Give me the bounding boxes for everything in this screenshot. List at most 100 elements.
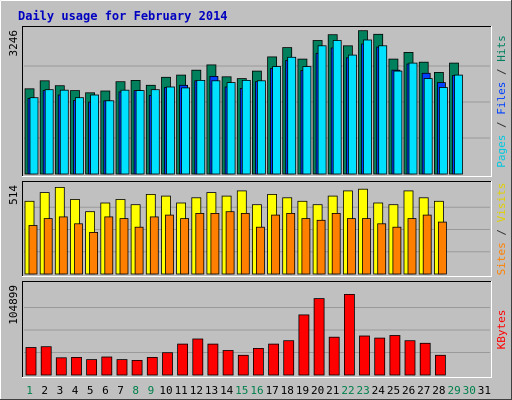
x-tick-label-29: 29 <box>447 384 460 397</box>
bar-kbytes-day-9 <box>146 356 158 376</box>
bar-pages-day-14 <box>226 82 236 175</box>
bar-sites-day-10 <box>165 214 174 275</box>
y-max-label: 3246 <box>7 30 20 57</box>
bar-sites-day-28 <box>437 221 447 275</box>
bar-sites-day-4 <box>74 223 83 275</box>
bar-sites-day-22 <box>346 218 356 275</box>
side-legend: KBytes <box>495 310 508 350</box>
bar-sites-day-12 <box>195 212 205 275</box>
bar-kbytes-day-15 <box>237 354 249 376</box>
bar-sites-day-7 <box>119 218 129 275</box>
bar-sites-day-17 <box>271 214 281 275</box>
x-tick-label-4: 4 <box>72 384 79 397</box>
bar-pages-day-4 <box>75 97 84 175</box>
bar-pages-day-2 <box>44 89 54 175</box>
bar-kbytes-day-20 <box>313 298 325 376</box>
x-tick-label-20: 20 <box>311 384 324 397</box>
bar-pages-day-24 <box>378 45 388 175</box>
x-tick-label-17: 17 <box>266 384 279 397</box>
bar-kbytes-day-18 <box>283 340 295 376</box>
bar-kbytes-day-23 <box>359 335 370 376</box>
bar-pages-day-26 <box>408 62 418 175</box>
bar-sites-day-2 <box>43 218 53 275</box>
bar-sites-day-23 <box>362 218 371 275</box>
bar-kbytes-day-28 <box>434 354 446 376</box>
bar-kbytes-day-25 <box>389 335 401 376</box>
side-legend-part: Sites <box>495 242 508 275</box>
bar-sites-day-8 <box>134 226 144 275</box>
bar-pages-day-9 <box>150 89 160 175</box>
x-tick-label-28: 28 <box>432 384 445 397</box>
x-tick-label-10: 10 <box>159 384 172 397</box>
x-tick-label-13: 13 <box>205 384 218 397</box>
side-legend-part: Visits <box>495 183 508 223</box>
bar-kbytes-day-11 <box>177 343 189 376</box>
side-legend-part: Hits <box>495 35 508 62</box>
x-tick-label-24: 24 <box>372 384 386 397</box>
bar-kbytes-day-10 <box>162 352 173 376</box>
x-tick-label-9: 9 <box>148 384 155 397</box>
x-tick-label-2: 2 <box>41 384 48 397</box>
bar-kbytes-day-22 <box>343 293 355 376</box>
bar-sites-day-5 <box>89 231 98 275</box>
panel-kbytes: 104899 KBytes <box>7 281 508 378</box>
bar-pages-day-27 <box>423 78 433 175</box>
bar-kbytes-day-3 <box>55 357 67 376</box>
bar-pages-day-28 <box>438 87 448 175</box>
x-tick-label-22: 22 <box>341 384 354 397</box>
bar-sites-day-20 <box>316 219 326 275</box>
x-tick-label-18: 18 <box>281 384 294 397</box>
bar-sites-day-14 <box>225 211 235 275</box>
x-tick-label-19: 19 <box>296 384 309 397</box>
bar-sites-day-19 <box>301 218 311 275</box>
bar-sites-day-3 <box>58 216 68 275</box>
bar-pages-day-7 <box>120 89 130 175</box>
bar-pages-day-23 <box>363 39 372 175</box>
side-legend-part: Files <box>495 82 508 115</box>
bar-kbytes-day-6 <box>101 356 113 376</box>
bar-sites-day-1 <box>28 225 38 275</box>
bar-sites-day-11 <box>180 218 190 275</box>
side-legend-part: / <box>495 222 508 242</box>
bar-kbytes-day-24 <box>374 337 386 376</box>
side-legend: Sites / Visits <box>495 183 508 276</box>
x-tick-label-5: 5 <box>87 384 94 397</box>
y-max-label: 514 <box>7 185 20 205</box>
bar-sites-day-18 <box>286 212 296 275</box>
bar-sites-day-6 <box>104 216 114 275</box>
x-tick-label-21: 21 <box>326 384 339 397</box>
bar-kbytes-day-21 <box>328 336 340 376</box>
y-max-label: 104899 <box>7 285 20 325</box>
bar-pages-day-25 <box>393 70 403 175</box>
x-tick-label-16: 16 <box>250 384 263 397</box>
panel-hits_files_pages: 3246 Pages / Files / Hits <box>7 26 508 177</box>
bar-pages-day-13 <box>211 80 221 175</box>
x-tick-label-31: 31 <box>478 384 491 397</box>
bar-sites-day-13 <box>210 212 220 275</box>
bar-pages-day-29 <box>454 74 463 175</box>
side-legend-part: / <box>495 115 508 135</box>
bar-kbytes-day-14 <box>222 350 234 376</box>
bar-pages-day-10 <box>166 86 175 175</box>
bar-pages-day-5 <box>90 94 99 175</box>
side-legend-part: / <box>495 62 508 82</box>
x-tick-label-11: 11 <box>175 384 188 397</box>
bar-pages-day-17 <box>272 66 282 175</box>
bar-pages-day-15 <box>241 80 251 175</box>
x-tick-label-8: 8 <box>132 384 139 397</box>
bar-pages-day-22 <box>347 54 357 175</box>
x-tick-label-30: 30 <box>463 384 476 397</box>
bar-pages-day-21 <box>332 40 342 175</box>
bar-pages-day-11 <box>181 87 191 175</box>
bar-sites-day-24 <box>377 223 387 275</box>
x-tick-label-1: 1 <box>26 384 33 397</box>
bar-sites-day-9 <box>149 216 159 275</box>
x-tick-label-25: 25 <box>387 384 400 397</box>
bar-pages-day-20 <box>317 45 327 175</box>
bar-kbytes-day-16 <box>252 347 264 376</box>
bar-sites-day-16 <box>255 226 265 275</box>
bar-kbytes-day-27 <box>419 342 431 376</box>
bar-kbytes-day-5 <box>86 359 97 376</box>
chart-title: Daily usage for February 2014 <box>18 9 228 23</box>
bar-pages-day-16 <box>256 80 266 175</box>
